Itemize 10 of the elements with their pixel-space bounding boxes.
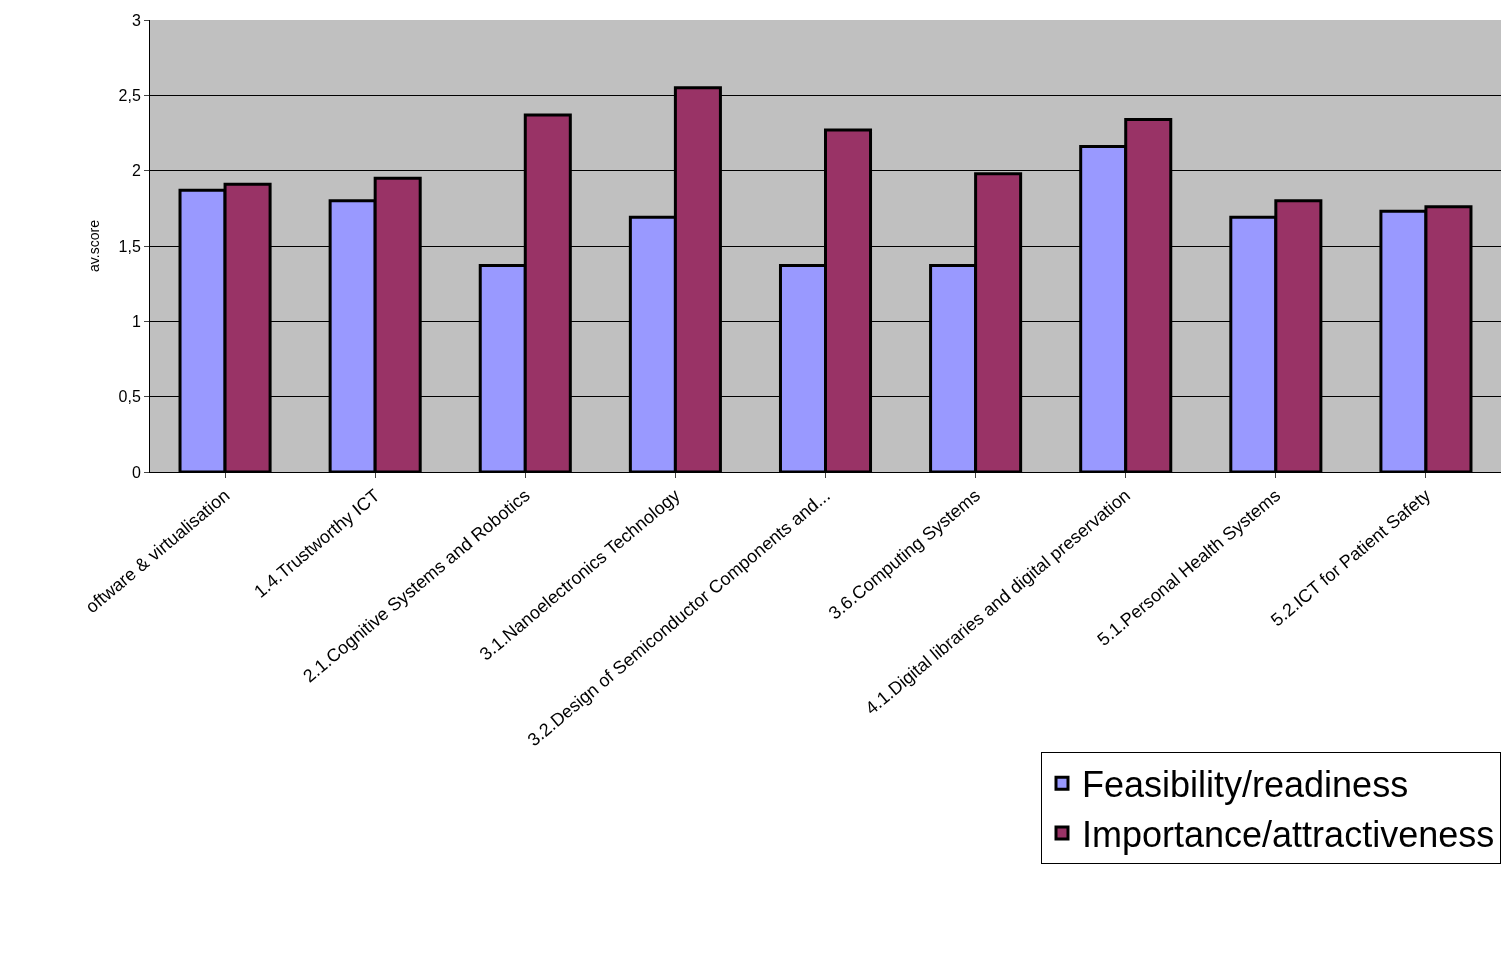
- legend-label: Feasibility/readiness: [1082, 764, 1409, 806]
- y-tick-label: 3: [131, 11, 141, 29]
- y-tick-label: 1: [131, 312, 141, 330]
- y-axis-title: av.score: [86, 219, 103, 272]
- y-tick-label: 1,5: [118, 237, 141, 255]
- y-tick-label: 2: [131, 162, 141, 180]
- legend-label: Importance/attractiveness: [1082, 813, 1495, 855]
- y-tick-label: 0: [131, 463, 141, 481]
- y-tick-label: 2,5: [118, 86, 141, 104]
- y-tick-label: 0,5: [118, 388, 141, 406]
